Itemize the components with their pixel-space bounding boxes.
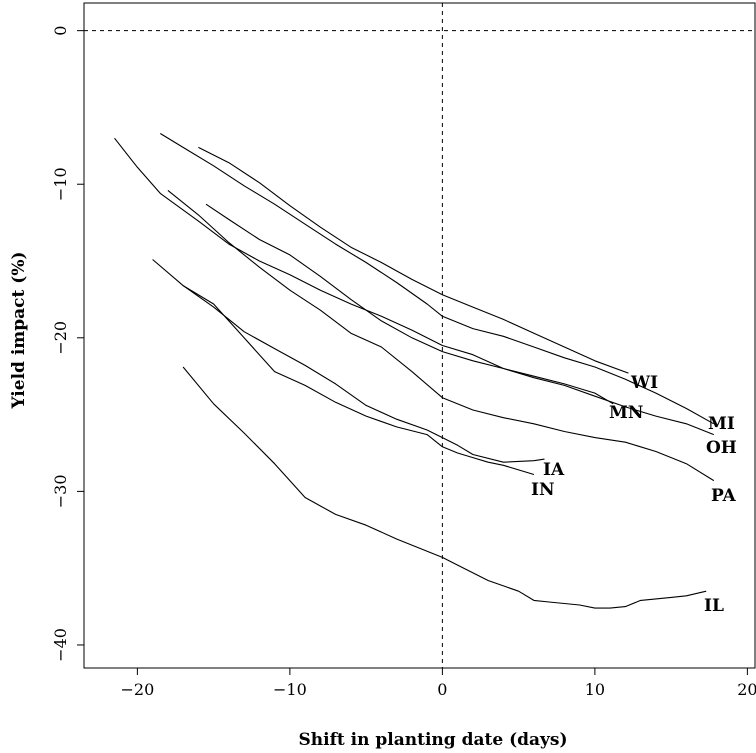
y-tick-label: 0 <box>51 26 70 36</box>
series-line-mn <box>205 203 614 405</box>
series-label-il: IL <box>704 596 724 616</box>
series-line-mi <box>160 133 715 425</box>
x-tick-label: 10 <box>585 680 605 699</box>
plot-frame <box>83 2 756 669</box>
series-label-ia: IA <box>543 460 565 480</box>
series-line-in <box>182 285 535 476</box>
series-line-oh <box>114 137 715 436</box>
x-tick-label: 20 <box>737 680 756 699</box>
series-line-ia <box>152 259 545 463</box>
x-tick-label: −10 <box>273 680 307 699</box>
series-line-il <box>182 366 707 609</box>
series-label-in: IN <box>531 480 555 500</box>
series-label-oh: OH <box>706 438 737 458</box>
series-label-mi: MI <box>708 414 735 434</box>
y-axis-title: Yield impact (%) <box>9 251 29 409</box>
x-tick-label: −20 <box>120 680 154 699</box>
y-tick-label: −30 <box>51 475 70 509</box>
series-label-pa: PA <box>711 486 737 506</box>
series-label-wi: WI <box>630 373 658 393</box>
x-tick-label: 0 <box>437 680 447 699</box>
series-label-mn: MN <box>609 403 643 423</box>
x-axis-title: Shift in planting date (days) <box>298 730 567 750</box>
y-tick-label: −40 <box>51 628 70 662</box>
series-line-wi <box>198 146 629 374</box>
y-tick-label: −20 <box>51 321 70 355</box>
series-line-pa <box>167 189 715 482</box>
y-tick-label: −10 <box>51 167 70 201</box>
